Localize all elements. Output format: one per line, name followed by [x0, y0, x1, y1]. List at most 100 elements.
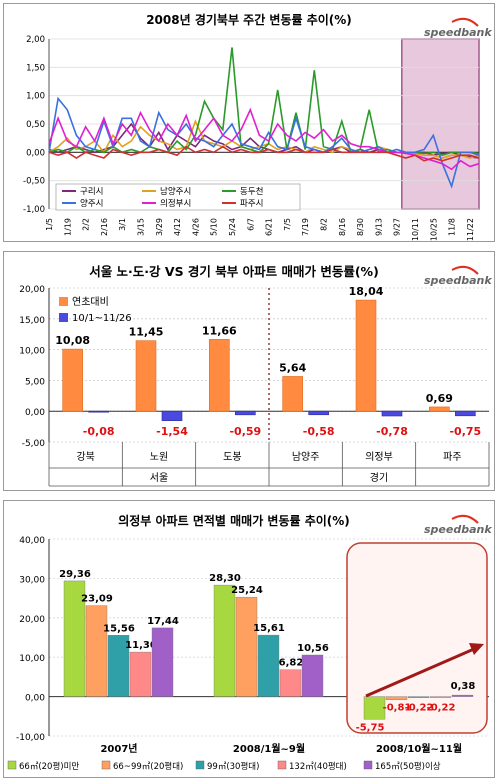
legend-label: 파주시 [240, 199, 263, 209]
bar [455, 410, 476, 417]
x-tick-label: 1/5 [45, 218, 54, 231]
y-tick-label: 10,00 [19, 654, 45, 664]
legend-label: 66~99㎡(20평대) [113, 761, 183, 772]
series-line [48, 107, 480, 171]
x-tick-label: 강북 [76, 451, 94, 463]
data-label: 11,45 [129, 326, 164, 339]
bar [451, 694, 474, 697]
bar [363, 696, 386, 720]
data-label: 11,30 [125, 640, 157, 651]
bar [62, 348, 83, 412]
svg-text:speedbank: speedbank [424, 274, 492, 287]
group-label: 서울 [150, 472, 168, 484]
legend-box [55, 183, 301, 211]
y-tick-label: 10,00 [19, 347, 45, 357]
seoul-vs-gyeonggi-chart-panel: 서울 노·도·강 VS 경기 북부 아파트 매매가 변동률(%) speedba… [3, 251, 495, 491]
bar [355, 299, 377, 412]
data-label: -0,59 [229, 425, 261, 438]
legend-label: 66㎡(20평)미만 [19, 761, 79, 772]
bar [209, 339, 230, 412]
x-tick-label: 3/15 [136, 218, 145, 236]
bar [88, 410, 109, 413]
legend-swatch [7, 760, 17, 770]
x-tick-label: 7/5 [283, 218, 292, 231]
x-tick-label: 의정부 [365, 451, 393, 463]
bar [151, 627, 174, 697]
bar [257, 634, 280, 697]
data-label: -0,81 [383, 703, 412, 714]
series-line [48, 96, 480, 189]
seoul-vs-gyeonggi-bar-chart: 서울 노·도·강 VS 경기 북부 아파트 매매가 변동률(%) speedba… [19, 264, 492, 487]
data-label: -0,22 [405, 703, 434, 714]
y-tick-label: -0,50 [23, 177, 45, 187]
x-tick-label: 9/13 [374, 218, 383, 236]
x-tick-label: 4/26 [191, 218, 200, 236]
y-tick-label: 0,00 [25, 408, 45, 418]
bar [161, 410, 183, 421]
chart-title: 의정부 아파트 면적별 매매가 변동률 추이(%) [118, 513, 350, 528]
bar [407, 696, 430, 698]
y-tick-label: 1,50 [26, 63, 45, 73]
x-tick-label: 10/25 [429, 218, 438, 241]
data-label: 6,82 [279, 658, 304, 669]
data-label: -0,58 [303, 425, 335, 438]
x-tick-label: 3/29 [155, 218, 164, 236]
legend-label: 165㎡(50평)이상 [375, 761, 441, 772]
group-label: 경기 [370, 471, 388, 484]
y-tick-label: 2,00 [26, 35, 45, 45]
bar [279, 669, 302, 697]
data-label: 0,69 [426, 392, 453, 405]
bar [135, 340, 157, 412]
y-tick-label: 0,50 [26, 120, 45, 130]
bar [308, 410, 329, 416]
x-tick-label: 2007년 [100, 742, 137, 755]
legend-label: 양주시 [80, 198, 103, 209]
trend-arrow-head [469, 643, 484, 655]
y-tick-label: 0,00 [25, 694, 45, 704]
legend-swatch [59, 297, 68, 306]
weekly-change-chart-panel: 2008년 경기북부 주간 변동률 추이(%) speedbank 2,00 1,… [3, 3, 495, 242]
speedbank-logo: speedbank [424, 265, 492, 287]
data-label: -0,78 [376, 425, 408, 438]
x-tick-label: 7/19 [301, 218, 310, 236]
legend-swatch [363, 760, 373, 770]
bar [429, 696, 452, 698]
legend-swatch [59, 313, 68, 322]
x-tick-label: 2/2 [82, 218, 91, 231]
bar [301, 654, 324, 697]
x-tick-label: 2/16 [100, 218, 109, 236]
data-label: 10,08 [55, 334, 90, 347]
y-tick-label: 0,00 [26, 148, 45, 158]
bar [107, 635, 130, 697]
y-tick-label: 5,00 [25, 377, 45, 387]
bar [235, 596, 258, 697]
data-label: 23,09 [81, 594, 113, 605]
x-tick-label: 11/8 [448, 218, 457, 236]
legend-swatch [101, 760, 111, 770]
y-tick-label: -1,00 [23, 205, 45, 215]
x-tick-label: 11/22 [466, 218, 475, 241]
data-label: 0,38 [451, 681, 476, 692]
y-tick-label: 30,00 [19, 575, 45, 585]
y-tick-label: 15,00 [19, 316, 45, 326]
legend-label: 의정부시 [160, 198, 191, 209]
data-label: -0,75 [449, 425, 481, 438]
x-tick-label: 4/12 [173, 218, 182, 236]
y-tick-label: 20,00 [19, 615, 45, 625]
legend-label: 132㎡(40평대) [289, 761, 347, 772]
data-label: 10,56 [297, 643, 329, 654]
x-tick-label: 파주 [443, 451, 461, 463]
data-label: 15,61 [253, 623, 285, 634]
x-tick-label: 6/7 [246, 218, 255, 231]
legend-swatch [195, 760, 205, 770]
data-label: 18,04 [349, 285, 384, 298]
x-tick-label: 3/1 [118, 218, 127, 231]
weekly-change-line-chart: 2008년 경기북부 주간 변동률 추이(%) speedbank 2,00 1,… [23, 12, 492, 241]
highlight-region [346, 542, 488, 734]
data-label: 15,56 [103, 623, 135, 634]
series-line [48, 145, 480, 162]
bar [129, 651, 152, 697]
x-tick-label: 도봉 [223, 451, 241, 463]
x-tick-label: 8/30 [356, 218, 365, 236]
bar [85, 605, 108, 697]
